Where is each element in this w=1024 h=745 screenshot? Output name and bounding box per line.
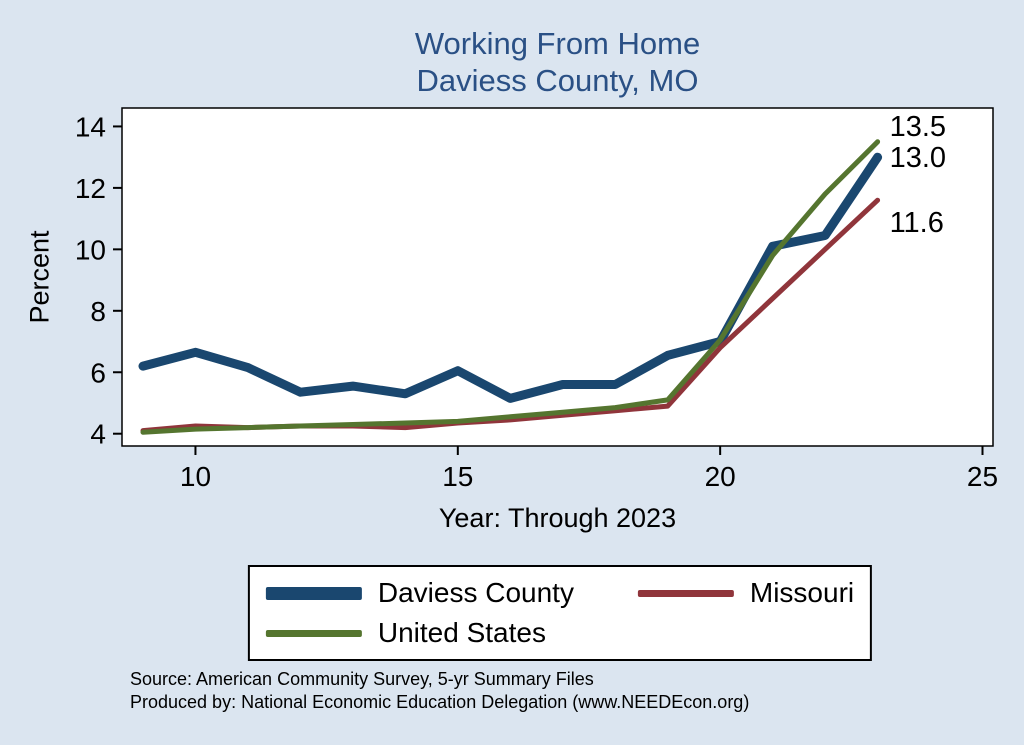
daviess-county-line-swatch (265, 586, 362, 600)
legend-label-missouri: Missouri (749, 577, 855, 608)
x-tick-label: 10 (180, 461, 211, 492)
legend-label-daviess-county: Daviess County (377, 577, 574, 608)
x-axis-label: Year: Through 2023 (438, 503, 677, 533)
y-tick-label: 8 (90, 296, 106, 327)
footer: Source: American Community Survey, 5-yr … (130, 668, 749, 714)
x-tick-label: 15 (442, 461, 473, 492)
series-line-daviess-county (138, 152, 883, 403)
united-states-line-swatch (265, 629, 362, 637)
footer-produced-by: Produced by: National Economic Education… (130, 692, 750, 713)
y-tick-label: 10 (75, 234, 106, 265)
y-axis-label: Percent (24, 230, 55, 324)
legend-item-missouri: Missouri (637, 577, 855, 609)
y-tick-label: 4 (90, 419, 106, 450)
y-tick-label: 6 (90, 357, 106, 388)
y-tick-label: 14 (75, 111, 106, 142)
chart-title-line2: Daviess County, MO (416, 62, 699, 98)
x-tick-label: 25 (967, 461, 998, 492)
legend: Daviess County Missouri United States (247, 565, 873, 661)
footer-source: Source: American Community Survey, 5-yr … (130, 669, 594, 689)
series-line-united-states (140, 139, 881, 435)
y-tick-label: 12 (75, 173, 106, 204)
end-value-label-daviess-county: 13.0 (890, 142, 946, 174)
chart-title-line1: Working From Home (414, 26, 701, 61)
legend-item-united-states: United States (265, 617, 638, 649)
end-value-label-united-states: 13.5 (890, 111, 946, 143)
legend-item-daviess-county: Daviess County (265, 577, 638, 609)
missouri-line-swatch (637, 589, 734, 597)
legend-label-united-states: United States (377, 617, 546, 648)
end-value-label-missouri: 11.6 (890, 207, 944, 239)
chart-title: Working From Home Daviess County, MO (122, 26, 993, 99)
x-tick-label: 20 (705, 461, 736, 492)
